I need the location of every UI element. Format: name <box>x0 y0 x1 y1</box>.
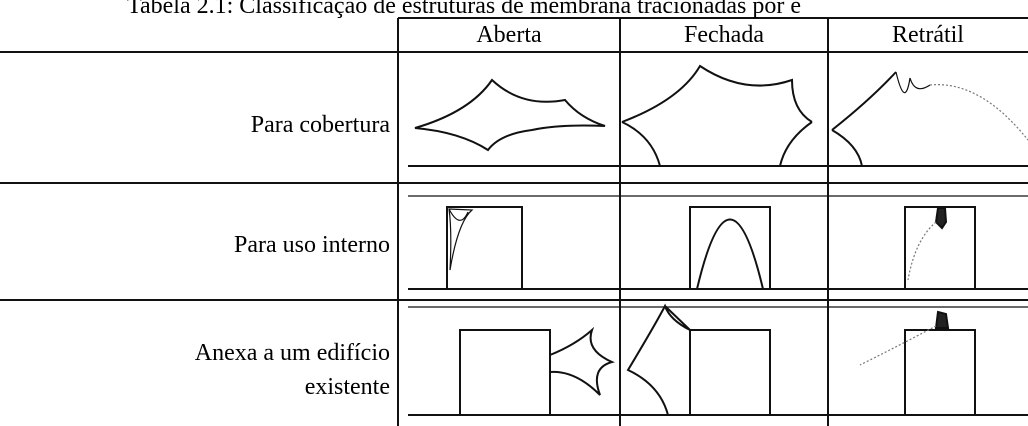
sketch <box>689 206 771 290</box>
sketch <box>859 325 937 366</box>
sketch <box>446 206 523 290</box>
sketch <box>904 329 976 416</box>
sketch <box>929 84 1028 141</box>
column-header: Aberta <box>476 22 542 48</box>
sketch <box>934 207 948 230</box>
sketch <box>549 326 615 396</box>
column-header: Retrátil <box>892 22 964 48</box>
sketch <box>621 121 813 167</box>
column-header: Fechada <box>684 22 764 48</box>
sketch <box>448 208 474 271</box>
table-title: Tabela 2.1: Classificação de estruturas … <box>127 0 802 19</box>
sketch <box>831 71 897 167</box>
sketch <box>907 221 937 281</box>
sketch <box>934 310 950 329</box>
sketch <box>626 303 691 416</box>
row-label: Para cobertura <box>250 112 390 138</box>
sketch <box>414 78 606 152</box>
sketch <box>689 329 771 416</box>
sketch <box>459 329 551 416</box>
sketch <box>696 218 764 290</box>
row-label: Anexa a um edifício existente <box>194 340 390 400</box>
row-label: Para uso interno <box>234 232 390 258</box>
sketch <box>895 71 931 94</box>
sketch <box>621 64 813 123</box>
